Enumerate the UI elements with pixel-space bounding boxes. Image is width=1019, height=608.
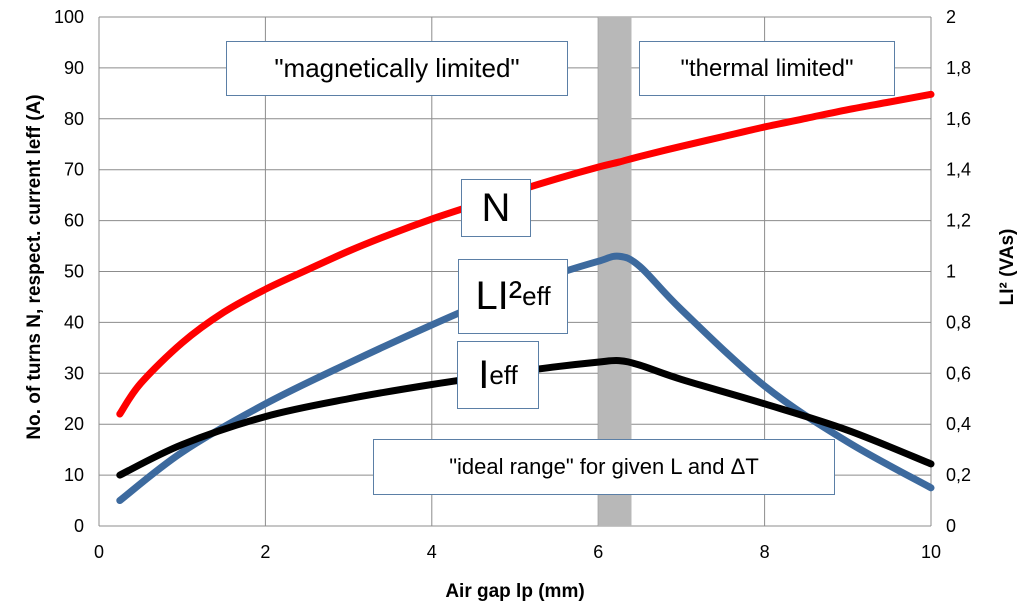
thermal-limited-label: "thermal limited"	[639, 41, 895, 96]
series-line-lieff	[116, 252, 935, 505]
left-y-tick-label: 0	[74, 516, 84, 536]
right-y-tick-label: 0	[946, 516, 956, 536]
series-label-li2-text: LI²	[475, 274, 523, 318]
series-label-i-text: I	[478, 352, 490, 397]
right-y-tick-label: 2	[946, 7, 956, 27]
right-y-tick-label: 1,2	[946, 211, 971, 231]
left-y-tick-label: 80	[64, 109, 84, 129]
right-y-tick-label: 1,8	[946, 58, 971, 78]
left-y-tick-label: 60	[64, 211, 84, 231]
series-line-n	[116, 90, 935, 418]
left-y-tick-label: 50	[64, 262, 84, 282]
series-label-li2-sub: eff	[522, 281, 551, 311]
right-y-tick-label: 0,8	[946, 312, 971, 332]
x-tick-labels: 0 2 4 6 8 10	[94, 542, 941, 562]
x-tick-label: 2	[260, 542, 270, 562]
right-y-axis-title: LI² (VAs)	[997, 229, 1018, 306]
x-tick-label: 8	[760, 542, 770, 562]
right-y-tick-labels: 0 0,2 0,4 0,6 0,8 1 1,2 1,4 1,6 1,8 2	[946, 7, 971, 536]
series-lines	[116, 90, 935, 505]
series-label-n: N	[461, 179, 531, 237]
series-label-li2eff: LI² eff	[458, 259, 568, 334]
right-y-tick-label: 0,2	[946, 465, 971, 485]
x-axis-title: Air gap lp (mm)	[445, 581, 584, 602]
left-y-tick-label: 90	[64, 58, 84, 78]
series-label-i-sub: eff	[489, 359, 518, 390]
series-label-n-text: N	[481, 185, 511, 230]
x-tick-label: 6	[593, 542, 603, 562]
left-y-tick-labels: 0 10 20 30 40 50 60 70 80 90 100	[54, 7, 84, 536]
left-y-axis-title: No. of turns N, respect. current leff (A…	[24, 94, 45, 439]
x-tick-label: 0	[94, 542, 104, 562]
left-y-tick-label: 30	[64, 363, 84, 383]
x-tick-label: 10	[921, 542, 941, 562]
right-y-tick-label: 1,4	[946, 160, 971, 180]
x-tick-label: 4	[427, 542, 437, 562]
left-y-tick-label: 70	[64, 160, 84, 180]
right-y-tick-label: 1,6	[946, 109, 971, 129]
left-y-tick-label: 20	[64, 414, 84, 434]
right-y-tick-label: 0,6	[946, 363, 971, 383]
left-y-tick-label: 40	[64, 312, 84, 332]
series-line-ieff	[116, 356, 935, 479]
right-y-tick-label: 0,4	[946, 414, 971, 434]
right-y-tick-label: 1	[946, 262, 956, 282]
magnetically-limited-label: "magnetically limited"	[226, 41, 568, 96]
left-y-tick-label: 10	[64, 465, 84, 485]
ideal-range-label: "ideal range" for given L and ΔT	[373, 439, 835, 495]
left-y-tick-label: 100	[54, 7, 84, 27]
